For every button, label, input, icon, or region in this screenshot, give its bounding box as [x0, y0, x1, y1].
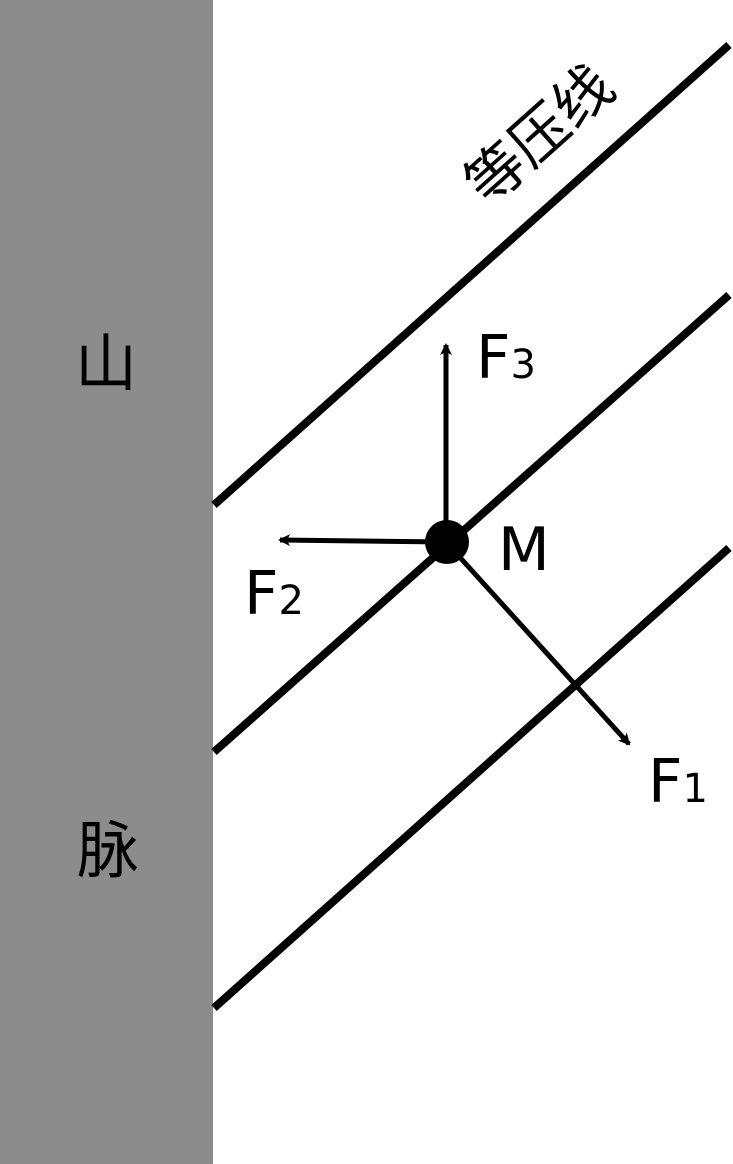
force-label-f1-letter: F: [648, 747, 683, 817]
force-label-f2: F2: [244, 559, 304, 629]
force-label-f2-sub: 2: [279, 578, 304, 624]
point-m-dot: [425, 520, 469, 564]
force-label-f1: F1: [648, 747, 708, 817]
force-label-f3-sub: 3: [511, 342, 536, 388]
point-m-label: M: [498, 515, 550, 585]
force-label-f3-letter: F: [476, 323, 511, 393]
force-label-f2-letter: F: [244, 559, 279, 629]
force-arrow-f1: [444, 540, 631, 746]
isobar-line-lower: [211, 545, 732, 1011]
isobar-label: 等压线: [452, 52, 627, 219]
force-label-f1-sub: 1: [683, 766, 708, 812]
isobar-line-upper: [211, 42, 732, 508]
mountain-label-top: 山: [75, 327, 137, 400]
force-label-f3: F3: [476, 323, 536, 393]
mountain-label-bottom: 脉: [77, 814, 139, 887]
isobar-line-middle: [211, 292, 732, 755]
force-arrow-f2: [278, 534, 447, 547]
mountain-range-band: [0, 0, 213, 1164]
